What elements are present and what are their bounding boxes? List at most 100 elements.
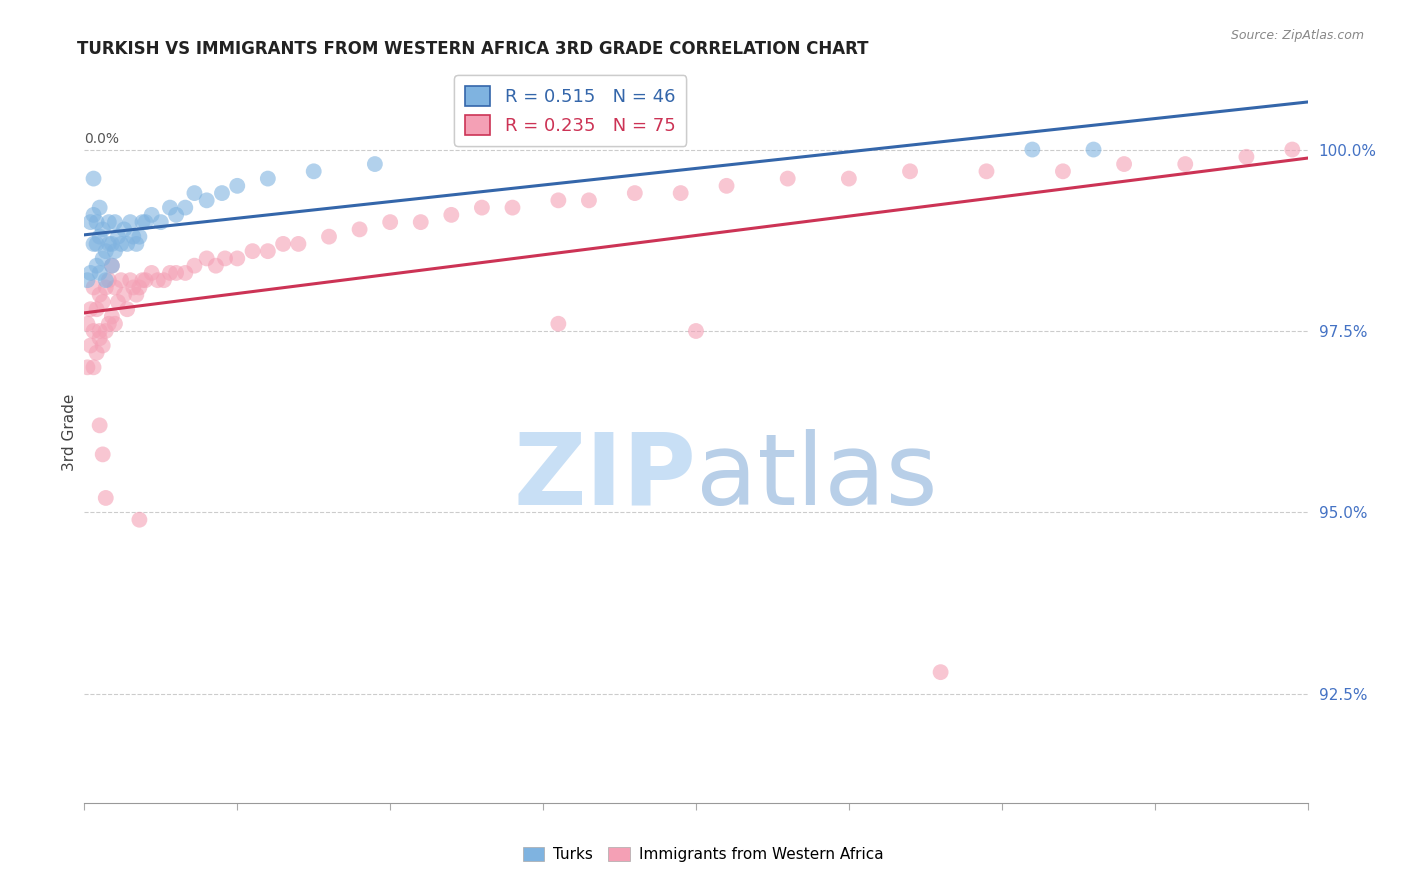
Point bbox=[101, 310, 124, 324]
Point bbox=[174, 201, 197, 215]
Point bbox=[83, 280, 105, 294]
Point bbox=[89, 324, 111, 338]
Point bbox=[929, 665, 952, 680]
Point bbox=[440, 208, 463, 222]
Point bbox=[135, 273, 157, 287]
Text: Source: ZipAtlas.com: Source: ZipAtlas.com bbox=[1230, 29, 1364, 42]
Point bbox=[83, 171, 105, 186]
Text: atlas: atlas bbox=[696, 428, 938, 525]
Point bbox=[125, 236, 148, 251]
Point bbox=[624, 186, 647, 200]
Text: TURKISH VS IMMIGRANTS FROM WESTERN AFRICA 3RD GRADE CORRELATION CHART: TURKISH VS IMMIGRANTS FROM WESTERN AFRIC… bbox=[77, 40, 869, 58]
Point bbox=[101, 236, 124, 251]
Point bbox=[135, 215, 157, 229]
Point bbox=[112, 287, 135, 301]
Point bbox=[226, 178, 249, 193]
Point bbox=[115, 302, 138, 317]
Point bbox=[174, 266, 197, 280]
Point bbox=[380, 215, 402, 229]
Point bbox=[183, 186, 205, 200]
Point bbox=[1052, 164, 1074, 178]
Point bbox=[257, 244, 280, 259]
Point bbox=[976, 164, 998, 178]
Point bbox=[101, 259, 124, 273]
Point bbox=[547, 317, 569, 331]
Point bbox=[669, 186, 692, 200]
Point bbox=[83, 208, 105, 222]
Point bbox=[502, 201, 524, 215]
Point bbox=[165, 208, 187, 222]
Point bbox=[94, 244, 117, 259]
Point bbox=[242, 244, 264, 259]
Point bbox=[94, 491, 117, 505]
Point bbox=[94, 280, 117, 294]
Point bbox=[104, 244, 127, 259]
Point bbox=[86, 302, 108, 317]
Point bbox=[89, 418, 111, 433]
Legend: Turks, Immigrants from Western Africa: Turks, Immigrants from Western Africa bbox=[516, 841, 890, 868]
Point bbox=[125, 287, 148, 301]
Point bbox=[716, 178, 738, 193]
Point bbox=[547, 194, 569, 208]
Point bbox=[141, 266, 163, 280]
Point bbox=[91, 222, 114, 236]
Point bbox=[97, 317, 120, 331]
Point bbox=[257, 171, 280, 186]
Point bbox=[112, 222, 135, 236]
Point bbox=[110, 273, 132, 287]
Point bbox=[149, 215, 172, 229]
Point bbox=[226, 252, 249, 266]
Point bbox=[97, 215, 120, 229]
Point bbox=[94, 324, 117, 338]
Point bbox=[1114, 157, 1136, 171]
Point bbox=[165, 266, 187, 280]
Point bbox=[76, 360, 98, 375]
Legend: R = 0.515   N = 46, R = 0.235   N = 75: R = 0.515 N = 46, R = 0.235 N = 75 bbox=[454, 75, 686, 145]
Point bbox=[131, 273, 153, 287]
Point bbox=[141, 208, 163, 222]
Y-axis label: 3rd Grade: 3rd Grade bbox=[62, 394, 77, 471]
Point bbox=[159, 266, 181, 280]
Point bbox=[1281, 143, 1303, 157]
Text: ZIP: ZIP bbox=[513, 428, 696, 525]
Point bbox=[79, 338, 101, 352]
Point bbox=[89, 201, 111, 215]
Point bbox=[205, 259, 228, 273]
Point bbox=[83, 324, 105, 338]
Point bbox=[86, 259, 108, 273]
Point bbox=[104, 215, 127, 229]
Point bbox=[83, 236, 105, 251]
Point bbox=[471, 201, 494, 215]
Point bbox=[97, 273, 120, 287]
Point bbox=[107, 229, 129, 244]
Point bbox=[214, 252, 236, 266]
Point bbox=[86, 236, 108, 251]
Point bbox=[128, 280, 150, 294]
Point bbox=[79, 302, 101, 317]
Point bbox=[409, 215, 432, 229]
Point bbox=[578, 194, 600, 208]
Point bbox=[97, 236, 120, 251]
Point bbox=[1174, 157, 1197, 171]
Point bbox=[898, 164, 921, 178]
Point bbox=[76, 317, 98, 331]
Point bbox=[287, 236, 309, 251]
Point bbox=[183, 259, 205, 273]
Point bbox=[89, 266, 111, 280]
Point bbox=[91, 252, 114, 266]
Point bbox=[86, 215, 108, 229]
Point bbox=[159, 201, 181, 215]
Point bbox=[349, 222, 371, 236]
Point bbox=[89, 287, 111, 301]
Point bbox=[104, 280, 127, 294]
Point bbox=[83, 360, 105, 375]
Point bbox=[131, 215, 153, 229]
Point bbox=[128, 229, 150, 244]
Point bbox=[91, 295, 114, 310]
Point bbox=[302, 164, 325, 178]
Point bbox=[115, 236, 138, 251]
Point bbox=[120, 215, 142, 229]
Point bbox=[120, 273, 142, 287]
Point bbox=[94, 273, 117, 287]
Point bbox=[1021, 143, 1043, 157]
